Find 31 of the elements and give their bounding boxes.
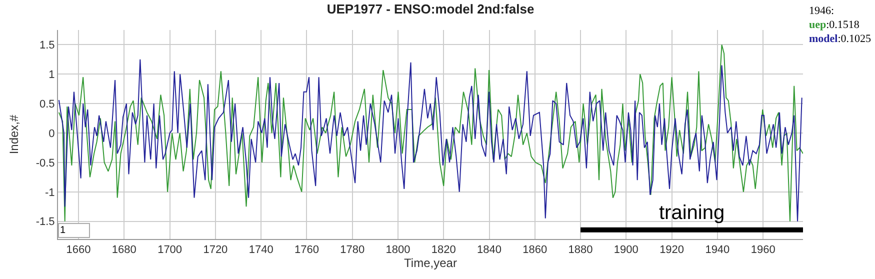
text: model <box>809 33 838 45</box>
y-tick-label: -1 <box>45 186 55 199</box>
text: uep <box>809 19 826 31</box>
x-tick-label: 1760 <box>294 244 319 256</box>
chart-title: UEP1977 - ENSO:model 2nd:false <box>326 1 534 16</box>
annotation: 1 <box>60 225 88 236</box>
x-axis-title: Time,year <box>404 256 457 270</box>
y-tick-label: 0.5 <box>40 98 55 110</box>
x-tick-label: 1800 <box>386 244 410 256</box>
x-tick-label: 1740 <box>248 244 274 256</box>
x-tick-label: 1660 <box>66 244 91 256</box>
x-tick-label: 1700 <box>158 244 182 256</box>
y-tick-label: 1 <box>48 69 55 81</box>
y-tick-label: 0 <box>48 128 55 140</box>
x-tick-label: 1940 <box>705 244 730 256</box>
x-tick-label: 1680 <box>112 244 136 256</box>
x-tick-label: 1840 <box>477 244 502 256</box>
y-tick-label: -0.5 <box>36 157 55 170</box>
x-tick-label: 1900 <box>614 244 638 256</box>
text: 1946: <box>809 5 834 17</box>
x-tick-label: 1960 <box>750 244 776 256</box>
y-tick-label: -1.5 <box>36 216 55 228</box>
annotation: training <box>659 202 725 224</box>
x-tick-label: 1880 <box>568 244 593 256</box>
y-tick-label: 1.5 <box>40 40 55 52</box>
x-tick-label: 1820 <box>431 244 456 256</box>
x-tick-label: 1720 <box>203 244 228 256</box>
x-tick-label: 1920 <box>660 244 684 256</box>
x-tick-label: 1780 <box>340 244 365 256</box>
x-tick-label: 1860 <box>522 244 548 256</box>
y-axis-title: Index,# <box>7 114 22 154</box>
